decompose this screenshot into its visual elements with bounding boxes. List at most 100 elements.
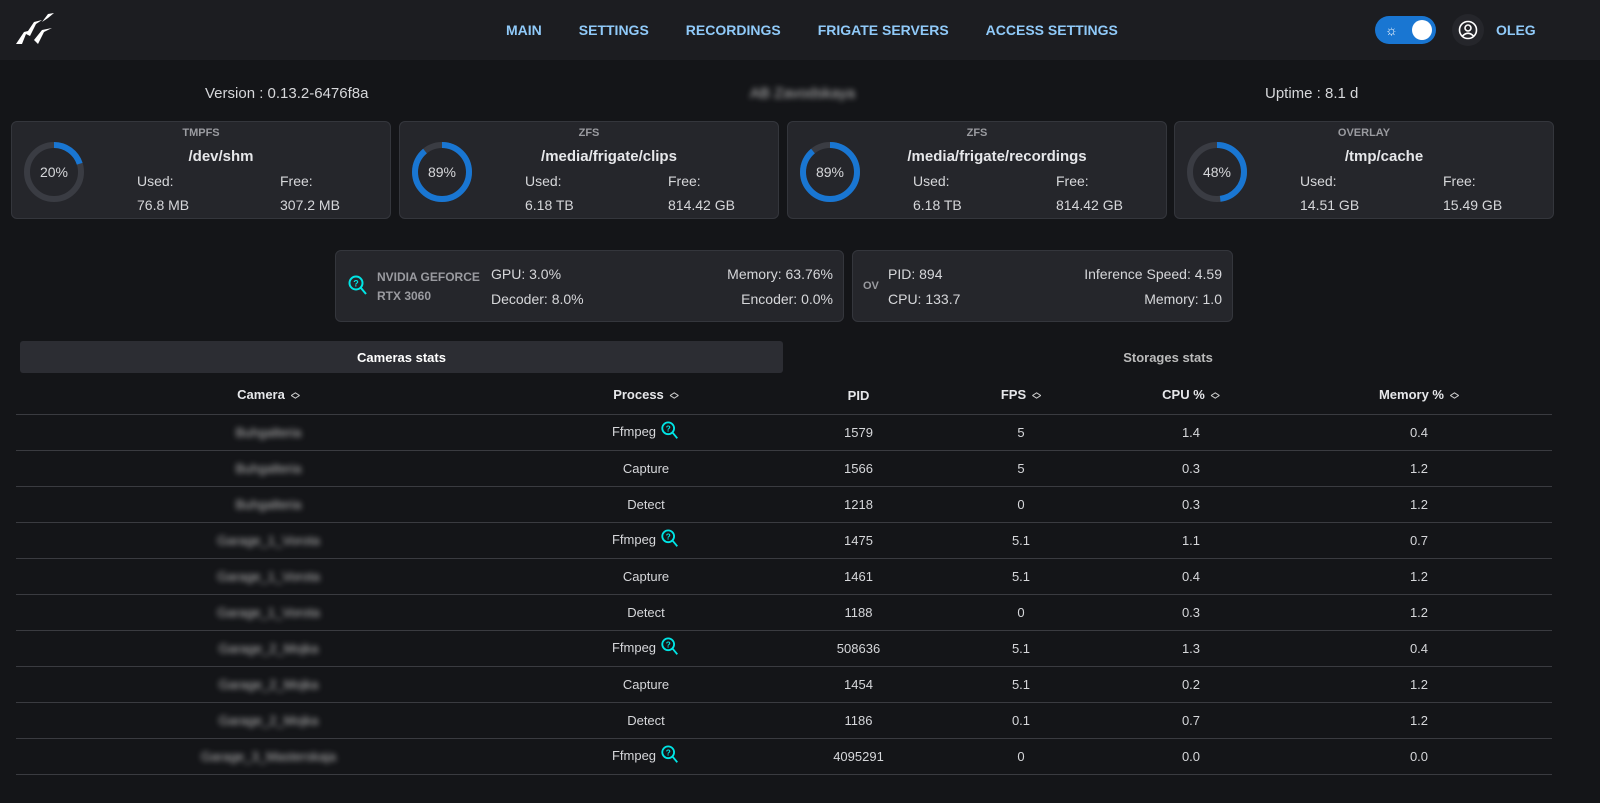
top-bar: MAIN SETTINGS RECORDINGS FRIGATE SERVERS…: [0, 0, 1600, 60]
table-cell: 4095291: [771, 738, 946, 775]
table-cell: Buhgalteria: [16, 450, 521, 487]
table-cell: 0: [946, 486, 1096, 523]
svg-text:?: ?: [666, 748, 671, 757]
storage-card: 48% OVERLAY /tmp/cache Used: Free: 14.51…: [1174, 121, 1554, 219]
free-label: Free:: [1443, 173, 1476, 189]
table-row: Buhgalteria Capture 1566 5 0.3 1.2: [16, 450, 1552, 487]
column-header[interactable]: Process ︿ ﹀: [521, 377, 771, 415]
table-cell: 1186: [771, 702, 946, 739]
detector-memory: Memory: 1.0: [1144, 291, 1222, 307]
cell-value: Detect: [627, 712, 665, 728]
sort-icon[interactable]: ︿ ﹀: [290, 386, 300, 405]
cell-value: Ffmpeg: [611, 639, 657, 655]
free-label: Free:: [1056, 173, 1089, 189]
cell-value: Garage_1_Vorota: [217, 532, 320, 548]
usage-ring: 89%: [410, 140, 474, 204]
table-cell: Garage_2_Mojka: [16, 666, 521, 703]
sort-icon[interactable]: ︿ ﹀: [1450, 386, 1460, 405]
cell-value: 1.2: [1409, 604, 1429, 620]
nav-access-settings[interactable]: ACCESS SETTINGS: [985, 22, 1118, 38]
nav-frigate-servers[interactable]: FRIGATE SERVERS: [817, 22, 949, 38]
column-header[interactable]: Memory % ︿ ﹀: [1286, 377, 1552, 415]
ffprobe-info-icon[interactable]: ?: [660, 528, 680, 552]
sun-icon: ☼: [1385, 22, 1398, 38]
table-row: Garage_3_Masterskaja Ffmpeg? 4095291 0 0.0 0.…: [16, 738, 1552, 775]
column-header[interactable]: PID: [771, 377, 946, 415]
ffprobe-info-icon[interactable]: ?: [660, 636, 680, 660]
used-value: 6.18 TB: [525, 197, 574, 213]
table-cell: 1.2: [1286, 450, 1552, 487]
tab-storages-stats[interactable]: Storages stats: [1123, 349, 1213, 365]
table-cell: 1.4: [1096, 414, 1286, 451]
ffprobe-info-icon[interactable]: ?: [660, 744, 680, 768]
free-value: 814.42 GB: [668, 197, 735, 213]
table-cell: 1.3: [1096, 630, 1286, 667]
usage-ring: 20%: [22, 140, 86, 204]
cell-value: 1.1: [1181, 532, 1201, 548]
user-avatar-button[interactable]: [1452, 14, 1484, 46]
usage-percent: 20%: [39, 164, 69, 180]
cell-value: 0.3: [1181, 496, 1201, 512]
column-header[interactable]: Camera ︿ ﹀: [16, 377, 521, 415]
table-cell: 5.1: [946, 558, 1096, 595]
table-cell: 0: [946, 738, 1096, 775]
cell-value: 0: [1017, 748, 1025, 764]
cell-value: Buhgalteria: [235, 496, 302, 512]
gpu-name-line1: NVIDIA GEFORCE: [377, 270, 480, 284]
table-cell: 0.4: [1286, 630, 1552, 667]
nav-settings[interactable]: SETTINGS: [578, 22, 649, 38]
table-cell: 1461: [771, 558, 946, 595]
column-header[interactable]: FPS ︿ ﹀: [946, 377, 1096, 415]
column-header-label: Process: [613, 386, 664, 402]
column-header[interactable]: CPU % ︿ ﹀: [1096, 377, 1286, 415]
table-cell: 1218: [771, 486, 946, 523]
table-cell: Ffmpeg?: [521, 414, 771, 451]
cell-value: 1.2: [1409, 496, 1429, 512]
gpu-info-icon[interactable]: ?: [348, 275, 368, 300]
cell-value: 5.1: [1011, 568, 1031, 584]
uptime-text: Uptime : 8.1 d: [1265, 85, 1359, 102]
used-label: Used:: [913, 173, 950, 189]
main-nav: MAIN SETTINGS RECORDINGS FRIGATE SERVERS…: [506, 0, 1155, 60]
table-row: Garage_2_Mojka Detect 1186 0.1 0.7 1.2: [16, 702, 1552, 739]
table-cell: 5.1: [946, 666, 1096, 703]
gpu-name-line2: RTX 3060: [377, 289, 432, 303]
cell-value: 0.4: [1409, 640, 1429, 656]
sort-icon[interactable]: ︿ ﹀: [669, 386, 679, 405]
used-label: Used:: [1300, 173, 1337, 189]
cell-value: Garage_2_Mojka: [218, 712, 319, 728]
column-header-label: PID: [847, 387, 870, 403]
gpu-decoder: Decoder: 8.0%: [491, 291, 584, 307]
storage-card: 89% ZFS /media/frigate/clips Used: Free:…: [399, 121, 779, 219]
theme-toggle[interactable]: ☼: [1375, 16, 1436, 44]
storage-path: /media/frigate/recordings: [907, 148, 1087, 165]
username[interactable]: OLEG: [1496, 22, 1536, 38]
sort-icon[interactable]: ︿ ﹀: [1210, 386, 1220, 405]
cell-value: 0.7: [1181, 712, 1201, 728]
table-cell: 1.2: [1286, 558, 1552, 595]
frigate-logo-icon[interactable]: [14, 10, 58, 50]
detector-stats-card: OV PID: 894 CPU: 133.7 Inference Speed: …: [852, 250, 1233, 322]
sort-icon[interactable]: ︿ ﹀: [1032, 386, 1042, 405]
storage-card: 20% TMPFS /dev/shm Used: Free: 76.8 MB 3…: [11, 121, 391, 219]
tab-cameras-stats[interactable]: Cameras stats: [20, 341, 783, 373]
table-cell: Ffmpeg?: [521, 630, 771, 667]
table-cell: Garage_1_Vorota: [16, 594, 521, 631]
table-cell: 5: [946, 414, 1096, 451]
cell-value: 5.1: [1011, 532, 1031, 548]
nav-main[interactable]: MAIN: [506, 22, 542, 38]
table-cell: Detect: [521, 702, 771, 739]
table-cell: 0.4: [1096, 558, 1286, 595]
table-cell: 1.2: [1286, 486, 1552, 523]
gpu-stats-card: ? NVIDIA GEFORCE RTX 3060 GPU: 3.0% Deco…: [335, 250, 844, 322]
cell-value: Ffmpeg: [611, 747, 657, 763]
column-header-label: Memory %: [1378, 386, 1444, 402]
cell-value: 0.3: [1181, 460, 1201, 476]
table-cell: 508636: [771, 630, 946, 667]
nav-recordings[interactable]: RECORDINGS: [685, 22, 781, 38]
ffprobe-info-icon[interactable]: ?: [660, 420, 680, 444]
cell-value: 1.2: [1409, 676, 1429, 692]
table-cell: Capture: [521, 666, 771, 703]
cell-value: 0.7: [1409, 532, 1429, 548]
table-row: Garage_1_Vorota Ffmpeg? 1475 5.1 1.1 0.7: [16, 522, 1552, 559]
